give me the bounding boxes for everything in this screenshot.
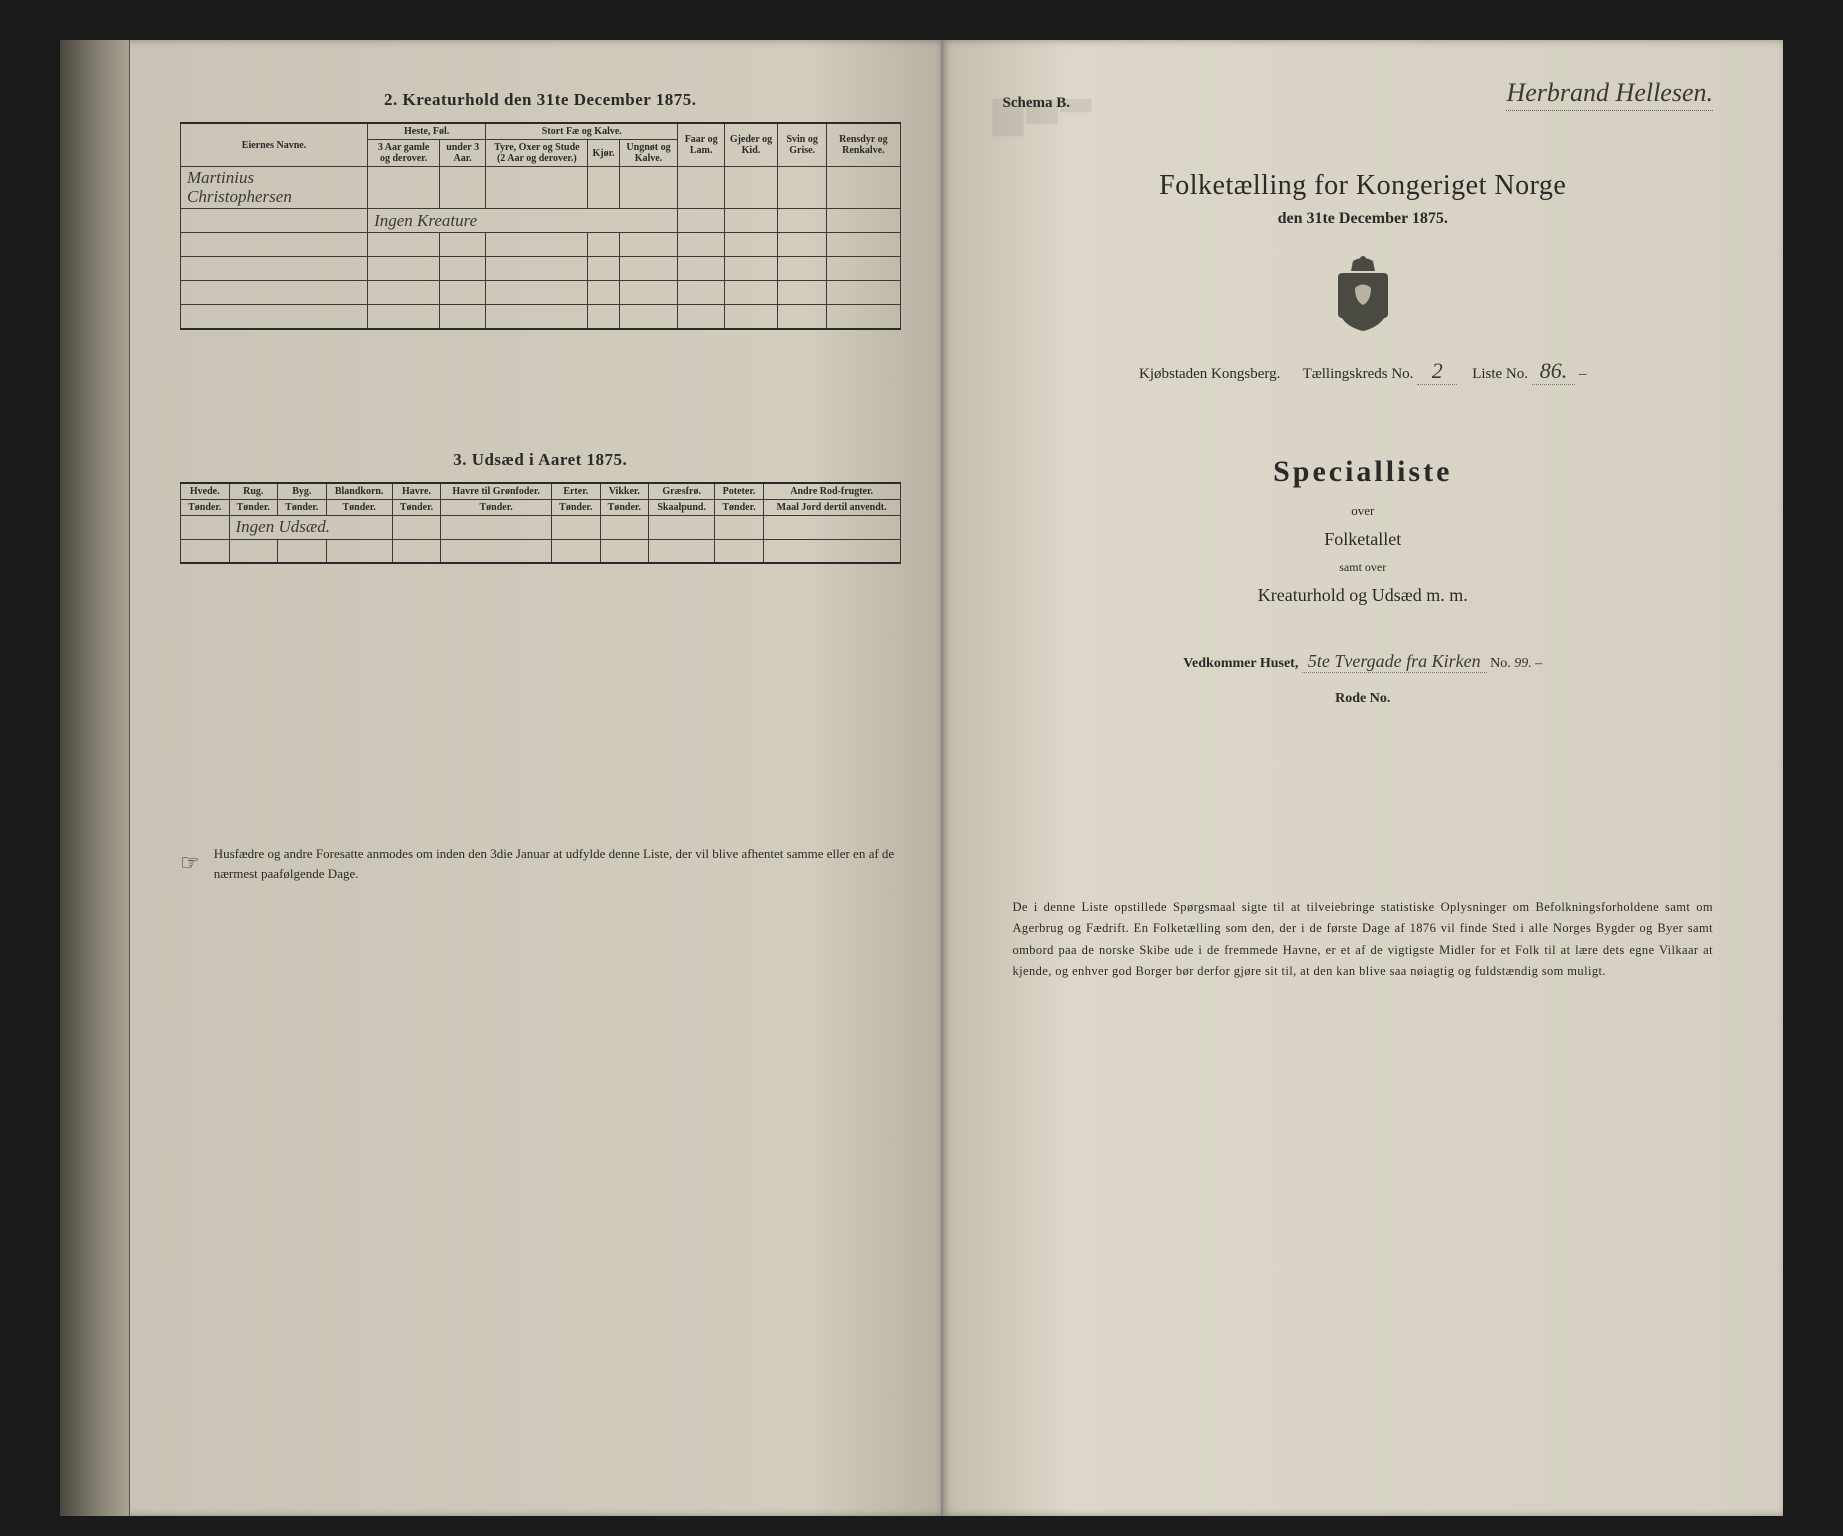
spec-over: over — [1003, 503, 1724, 519]
house-label: Vedkommer Huset, — [1183, 656, 1298, 671]
census-date: den 31te December 1875. — [1003, 210, 1724, 228]
unit-blandkorn: Tønder. — [326, 499, 392, 515]
col-vikker: Vikker. — [600, 483, 649, 500]
bleedthrough: ████ ████ ████████ ████████ — [993, 100, 1734, 400]
document-spread: 2. Kreaturhold den 31te December 1875. E… — [60, 40, 1783, 1516]
col-byg: Byg. — [278, 483, 327, 500]
col-stort: Stort Fæ og Kalve. — [486, 123, 678, 140]
pointing-hand-icon: ☞ — [180, 844, 200, 879]
spec-folketal: Folketallet — [1003, 529, 1724, 550]
section2-title: 2. Kreaturhold den 31te December 1875. — [180, 90, 901, 110]
col-stort-b: Kjør. — [588, 140, 619, 167]
col-svin: Svin og Grise. — [778, 123, 827, 167]
unit-havre-gron: Tønder. — [441, 499, 552, 515]
col-erter: Erter. — [552, 483, 601, 500]
kjobstad-label: Kjøbstaden Kongsberg. — [1139, 366, 1280, 382]
col-poteter: Poteter. — [715, 483, 764, 500]
col-rensdyr: Rensdyr og Renkalve. — [827, 123, 900, 167]
unit-rug: Tønder. — [229, 499, 278, 515]
unit-hvede: Tønder. — [181, 499, 230, 515]
col-eier: Eiernes Navne. — [181, 123, 368, 167]
col-heste-a: 3 Aar gamle og derover. — [368, 140, 440, 167]
house-line: Vedkommer Huset, 5te Tvergade fra Kirken… — [1003, 651, 1724, 673]
house-value: 5te Tvergade fra Kirken — [1302, 651, 1487, 673]
unit-erter: Tønder. — [552, 499, 601, 515]
footer-text: Husfædre og andre Foresatte anmodes om i… — [214, 844, 901, 883]
owner-name: Martinius Christophersen — [181, 167, 368, 209]
col-gjeder: Gjeder og Kid. — [724, 123, 777, 167]
section3-title: 3. Udsæd i Aaret 1875. — [180, 450, 901, 470]
rode-line: Rode No. — [1003, 691, 1724, 707]
col-stort-c: Ungnøt og Kalve. — [619, 140, 678, 167]
col-rug: Rug. — [229, 483, 278, 500]
rode-label: Rode No. — [1335, 691, 1390, 706]
house-no-value: 99. — [1514, 656, 1532, 671]
col-andre: Andre Rod-frugter. — [763, 483, 900, 500]
col-blandkorn: Blandkorn. — [326, 483, 392, 500]
schema-label: Schema B. — [1003, 95, 1071, 112]
col-stort-a: Tyre, Oxer og Stude (2 Aar og derover.) — [486, 140, 588, 167]
col-havre-gron: Havre til Grønfoder. — [441, 483, 552, 500]
col-heste: Heste, Føl. — [368, 123, 486, 140]
book-spine-edge — [60, 40, 130, 1516]
spec-kreatur: Kreaturhold og Udsæd m. m. — [1003, 585, 1724, 606]
udsaed-table: Hvede. Rug. Byg. Blandkorn. Havre. Havre… — [180, 482, 901, 565]
unit-havre: Tønder. — [392, 499, 441, 515]
col-faar: Faar og Lam. — [678, 123, 725, 167]
unit-andre: Maal Jord dertil anvendt. — [763, 499, 900, 515]
kreds-label: Tællingskreds No. — [1303, 366, 1414, 382]
spec-samt: samt over — [1003, 560, 1724, 575]
kreds-value: 2 — [1417, 358, 1457, 385]
unit-byg: Tønder. — [278, 499, 327, 515]
liste-value: 86. — [1532, 358, 1576, 385]
left-page: 2. Kreaturhold den 31te December 1875. E… — [60, 40, 943, 1516]
col-graesfro: Græsfrø. — [649, 483, 715, 500]
specialliste-title: Specialliste — [1003, 455, 1724, 489]
sowing-value: Ingen Udsæd. — [229, 515, 392, 539]
footer-instruction: ☞ Husfædre og andre Foresatte anmodes om… — [180, 844, 901, 883]
col-heste-b: under 3 Aar. — [440, 140, 486, 167]
bottom-paragraph: De i denne Liste opstillede Spørgsmaal s… — [1003, 897, 1724, 982]
col-hvede: Hvede. — [181, 483, 230, 500]
col-havre: Havre. — [392, 483, 441, 500]
location-line: Kjøbstaden Kongsberg. Tællingskreds No. … — [1003, 358, 1724, 385]
livestock-value: Ingen Kreature — [368, 209, 678, 233]
liste-label: Liste No. — [1472, 366, 1528, 382]
unit-poteter: Tønder. — [715, 499, 764, 515]
kreaturhold-table: Eiernes Navne. Heste, Føl. Stort Fæ og K… — [180, 122, 901, 330]
unit-vikker: Tønder. — [600, 499, 649, 515]
coat-of-arms-icon — [1323, 253, 1403, 338]
main-title: Folketælling for Kongeriget Norge — [1003, 170, 1724, 202]
unit-graesfro: Skaalpund. — [649, 499, 715, 515]
right-page: ████ ████ ████████ ████████ Schema B. He… — [943, 40, 1784, 1516]
signature: Herbrand Hellesen. — [1506, 78, 1713, 111]
house-no-label: No. — [1490, 656, 1511, 671]
